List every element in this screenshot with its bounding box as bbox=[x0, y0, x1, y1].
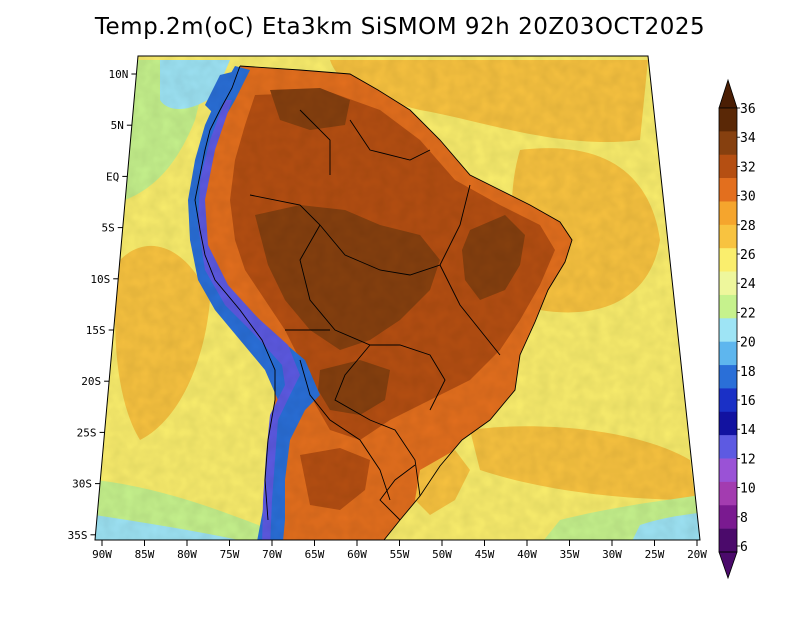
lat-label: 5S bbox=[102, 222, 115, 235]
lat-label: 25S bbox=[77, 426, 97, 439]
colorbar-swatch bbox=[719, 365, 737, 389]
political-borders bbox=[194, 65, 573, 540]
lon-label: 90W bbox=[92, 548, 112, 561]
colorbar: 36 34 32 30 28 26 24 22 20 18 16 14 12 10 8 6 bbox=[718, 78, 756, 580]
lon-label: 20W bbox=[687, 548, 707, 561]
colorbar-label: 24 bbox=[740, 277, 756, 292]
latitude-axis: 10N 5N EQ 5S 10S 15S 20S 25S 30S 35S bbox=[68, 68, 137, 542]
lon-label: 45W bbox=[475, 548, 495, 561]
colorbar-label: 34 bbox=[740, 131, 756, 146]
colorbar-frame bbox=[718, 107, 738, 553]
lon-label: 60W bbox=[347, 548, 367, 561]
colorbar-label: 26 bbox=[740, 248, 756, 263]
colorbar-label: 22 bbox=[740, 306, 756, 321]
colorbar-swatch bbox=[719, 388, 737, 413]
lat-label: 5N bbox=[111, 119, 124, 132]
colorbar-top-arrow bbox=[718, 78, 738, 109]
lat-label: 10N bbox=[109, 68, 129, 81]
colorbar-swatch bbox=[719, 458, 737, 483]
colorbar-swatch bbox=[719, 341, 737, 366]
colorbar-swatch bbox=[719, 411, 737, 436]
lat-label: 10S bbox=[90, 273, 110, 286]
lon-label: 30W bbox=[602, 548, 622, 561]
lat-label: 20S bbox=[81, 375, 101, 388]
colorbar-label: 30 bbox=[740, 190, 756, 205]
map-title: Temp.2m(oC) Eta3km SiSMOM 92h 20Z03OCT20… bbox=[94, 14, 706, 40]
lat-label: EQ bbox=[106, 170, 119, 183]
lat-label: 35S bbox=[68, 529, 88, 542]
colorbar-label: 14 bbox=[740, 423, 756, 438]
colorbar-label: 36 bbox=[740, 102, 756, 117]
lon-label: 65W bbox=[305, 548, 325, 561]
lon-label: 25W bbox=[645, 548, 665, 561]
lon-label: 50W bbox=[432, 548, 452, 561]
colorbar-swatch bbox=[719, 481, 737, 506]
colorbar-swatch bbox=[719, 528, 737, 553]
lon-label: 75W bbox=[220, 548, 240, 561]
colorbar-swatch bbox=[719, 154, 737, 179]
colorbar-swatch bbox=[719, 271, 737, 296]
colorbar-label: 32 bbox=[740, 160, 756, 175]
colorbar-label: 18 bbox=[740, 365, 756, 380]
map-frame bbox=[94, 55, 701, 541]
temperature-field bbox=[95, 56, 700, 540]
colorbar-label: 28 bbox=[740, 219, 756, 234]
colorbar-label: 10 bbox=[740, 482, 756, 497]
colorbar-swatch bbox=[719, 131, 737, 156]
lon-label: 80W bbox=[177, 548, 197, 561]
colorbar-label: 12 bbox=[740, 452, 756, 467]
colorbar-bottom-arrow bbox=[718, 551, 738, 580]
colorbar-label: 16 bbox=[740, 394, 756, 409]
colorbar-swatch bbox=[719, 248, 737, 272]
colorbar-swatch bbox=[719, 435, 737, 459]
colorbar-swatch bbox=[719, 178, 737, 202]
colorbar-label: 6 bbox=[740, 540, 748, 555]
colorbar-swatch bbox=[719, 108, 737, 132]
colorbar-label: 8 bbox=[740, 511, 748, 526]
colorbar-swatch bbox=[719, 318, 737, 342]
colorbar-swatch bbox=[719, 505, 737, 529]
texture-overlay bbox=[95, 56, 700, 540]
lon-label: 85W bbox=[135, 548, 155, 561]
lon-label: 40W bbox=[517, 548, 537, 561]
lon-label: 70W bbox=[262, 548, 282, 561]
lon-label: 35W bbox=[560, 548, 580, 561]
colorbar-label: 20 bbox=[740, 336, 756, 351]
colorbar-swatch bbox=[719, 201, 737, 226]
longitude-axis: 90W 85W 80W 75W 70W 65W 60W 55W 50W 45W 40W 35W 30W 2… bbox=[92, 540, 707, 561]
lat-label: 15S bbox=[86, 324, 106, 337]
lon-label: 55W bbox=[390, 548, 410, 561]
lat-label: 30S bbox=[72, 478, 92, 491]
colorbar-swatch bbox=[719, 224, 737, 249]
colorbar-swatch bbox=[719, 294, 737, 319]
